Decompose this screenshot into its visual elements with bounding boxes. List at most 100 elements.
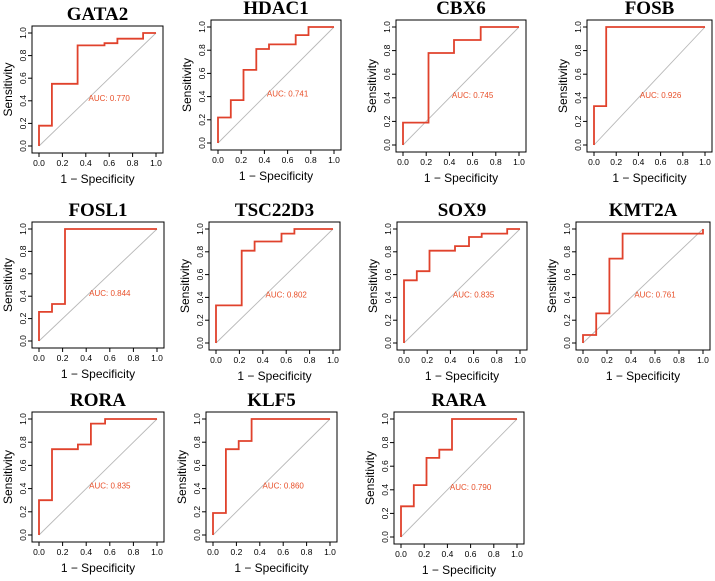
- y-tick-label: 0.4: [195, 291, 205, 303]
- y-tick-label: 0.4: [383, 291, 393, 303]
- x-axis-label: 1 − Specificity: [612, 171, 686, 185]
- roc-panel-cbx6: CBX6 0.0 0.0 0.2 0.2 0.4 0.4 0.6 0.6 0.8 0.8 1.0 1.0…: [365, 0, 527, 185]
- y-tick-label: 0.4: [573, 92, 583, 104]
- y-tick-label: 0.6: [380, 460, 390, 472]
- panel-title: KLF5: [247, 390, 296, 411]
- x-tick-label: 0.0: [212, 155, 224, 165]
- y-tick-label: 1.0: [192, 413, 202, 425]
- roc-curve-line: [217, 26, 334, 143]
- y-tick-label: 0.8: [18, 49, 28, 61]
- auc-label: AUC: 0.741: [267, 90, 309, 99]
- roc-curve-line: [403, 228, 520, 343]
- plot-frame: [395, 19, 527, 153]
- y-tick-label: 0.2: [18, 117, 28, 129]
- x-tick-label: 1.0: [324, 547, 336, 557]
- x-tick-label: 0.0: [33, 547, 45, 557]
- x-tick-label: 0.4: [80, 353, 92, 363]
- y-axis-label: Sensitivity: [366, 259, 380, 313]
- roc-panel-fosb: FOSB 0.0 0.0 0.2 0.2 0.4 0.4 0.6 0.6 0.8 0.8 1.0 1.0…: [556, 0, 713, 185]
- y-tick-label: 0.0: [197, 137, 207, 149]
- panel-title: RORA: [70, 390, 126, 411]
- diagonal-reference-line: [402, 26, 520, 146]
- auc-label: AUC: 0.926: [640, 91, 682, 100]
- x-tick-label: 0.8: [127, 158, 139, 168]
- x-tick-label: 0.0: [395, 549, 407, 559]
- plot-frame: [393, 411, 525, 545]
- x-tick-label: 0.8: [127, 353, 139, 363]
- diagonal-reference-line: [38, 228, 158, 342]
- y-tick-label: 0.6: [562, 268, 572, 280]
- diagonal-reference-line: [593, 26, 706, 146]
- y-tick-label: 0.6: [197, 67, 207, 79]
- y-tick-label: 0.2: [197, 114, 207, 126]
- roc-curve-line: [212, 418, 330, 535]
- y-tick-label: 0.6: [573, 68, 583, 80]
- x-tick-label: 0.0: [588, 157, 600, 167]
- x-tick-label: 0.2: [420, 157, 432, 167]
- x-tick-label: 0.2: [610, 157, 622, 167]
- panel-title: HDAC1: [243, 0, 308, 19]
- x-tick-label: 0.4: [254, 547, 266, 557]
- x-tick-label: 0.2: [601, 355, 613, 365]
- roc-curve-line: [400, 418, 517, 537]
- x-tick-label: 0.6: [465, 549, 477, 559]
- plot-frame: [205, 411, 338, 543]
- plot-frame: [396, 221, 528, 351]
- x-tick-label: 1.0: [328, 155, 340, 165]
- x-tick-label: 0.0: [207, 547, 219, 557]
- y-tick-label: 0.6: [18, 268, 28, 280]
- x-tick-label: 0.8: [301, 547, 313, 557]
- y-tick-label: 0.2: [383, 314, 393, 326]
- y-tick-label: 0.2: [382, 115, 392, 127]
- plot-frame: [210, 19, 342, 151]
- y-tick-label: 0.8: [383, 246, 393, 258]
- y-tick-label: 0.4: [197, 90, 207, 102]
- x-tick-label: 0.6: [649, 355, 661, 365]
- x-tick-label: 1.0: [699, 157, 711, 167]
- x-axis-label: 1 − Specificity: [424, 171, 498, 185]
- x-tick-label: 0.2: [421, 355, 433, 365]
- plot-frame: [586, 19, 713, 153]
- roc-panel-kmt2a: KMT2A 0.0 0.0 0.2 0.2 0.4 0.4 0.6 0.6 0.8 0.8 1.0 1.…: [545, 200, 711, 383]
- roc-curve-line: [593, 26, 705, 145]
- x-tick-label: 0.8: [490, 157, 502, 167]
- y-tick-label: 1.0: [195, 223, 205, 235]
- auc-label: AUC: 0.761: [634, 290, 676, 299]
- panel-title: FOSL1: [68, 200, 127, 221]
- x-tick-label: 0.4: [80, 158, 92, 168]
- diagonal-reference-line: [217, 26, 335, 144]
- x-axis-label: 1 − Specificity: [237, 369, 311, 383]
- diagonal-reference-line: [403, 228, 521, 344]
- y-tick-label: 0.8: [562, 246, 572, 258]
- roc-panel-hdac1: HDAC1 0.0 0.0 0.2 0.2 0.4 0.4 0.6 0.6 0.8 0.8 1.0 1.…: [180, 0, 342, 183]
- y-tick-label: 0.4: [562, 291, 572, 303]
- auc-label: AUC: 0.860: [263, 482, 305, 491]
- diagonal-reference-line: [215, 228, 334, 344]
- x-tick-label: 1.0: [697, 355, 709, 365]
- x-tick-label: 0.6: [468, 355, 480, 365]
- x-tick-label: 0.2: [57, 547, 69, 557]
- x-tick-label: 0.8: [677, 157, 689, 167]
- x-tick-label: 0.2: [56, 158, 68, 168]
- y-axis-label: Sensitivity: [556, 59, 570, 113]
- panel-title: CBX6: [436, 0, 486, 19]
- y-tick-label: 0.0: [18, 529, 28, 541]
- y-axis-label: Sensitivity: [363, 451, 377, 505]
- x-tick-label: 0.6: [277, 547, 289, 557]
- plot-frame: [31, 25, 164, 154]
- plot-frame: [208, 221, 341, 351]
- y-tick-label: 0.6: [18, 459, 28, 471]
- y-tick-label: 0.2: [195, 314, 205, 326]
- y-tick-label: 0.4: [18, 95, 28, 107]
- x-tick-label: 0.0: [398, 355, 410, 365]
- x-tick-label: 1.0: [511, 549, 523, 559]
- x-axis-label: 1 − Specificity: [234, 561, 308, 575]
- x-tick-label: 0.2: [235, 155, 247, 165]
- auc-label: AUC: 0.790: [450, 483, 492, 492]
- y-tick-label: 0.8: [197, 44, 207, 56]
- x-tick-label: 0.0: [577, 355, 589, 365]
- x-tick-label: 0.8: [673, 355, 685, 365]
- y-tick-label: 0.8: [18, 436, 28, 448]
- auc-label: AUC: 0.802: [266, 290, 308, 299]
